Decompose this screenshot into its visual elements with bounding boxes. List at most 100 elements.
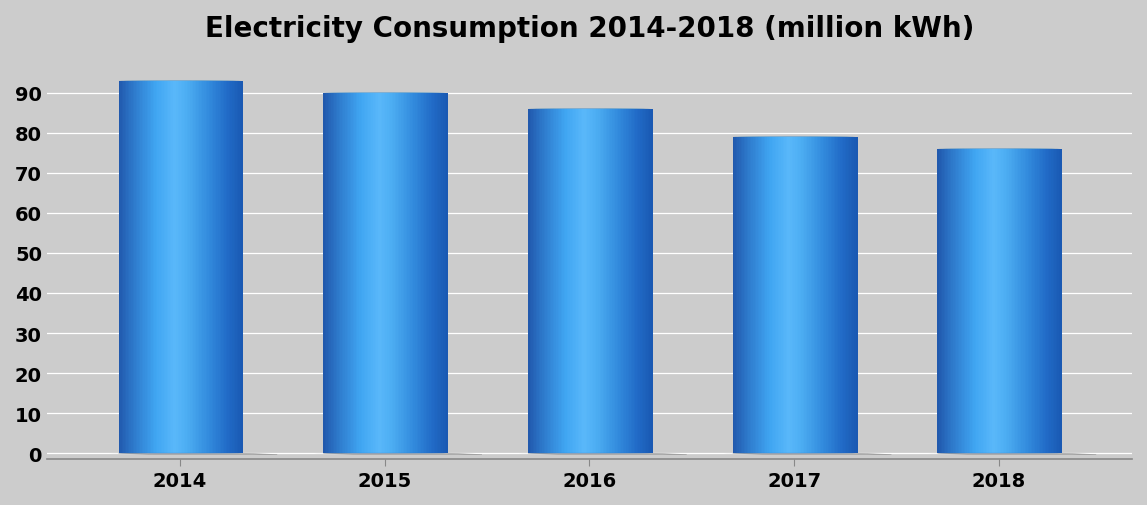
Bar (188, 81, 190, 453)
Bar (236, 81, 239, 453)
Bar (333, 93, 335, 453)
Bar (747, 137, 749, 453)
Bar (615, 110, 617, 453)
Bar (743, 137, 746, 453)
Bar (759, 137, 762, 453)
Bar (156, 81, 158, 453)
Bar (438, 93, 440, 453)
Bar (1044, 149, 1045, 453)
Bar (135, 81, 138, 453)
Bar (602, 110, 604, 453)
Bar (591, 110, 592, 453)
Bar (617, 110, 618, 453)
Bar (607, 110, 609, 453)
Bar (1002, 149, 1005, 453)
Bar (801, 137, 803, 453)
Bar (950, 149, 952, 453)
Bar (855, 137, 856, 453)
Bar (989, 149, 991, 453)
Bar (974, 149, 975, 453)
Bar (214, 81, 217, 453)
Bar (197, 81, 200, 453)
Bar (376, 93, 379, 453)
Bar (165, 81, 167, 453)
Bar (626, 110, 627, 453)
Bar (570, 110, 572, 453)
Bar (996, 149, 997, 453)
Bar (349, 93, 350, 453)
Bar (958, 149, 960, 453)
Bar (173, 81, 174, 453)
Bar (390, 93, 392, 453)
Bar (614, 110, 616, 453)
Bar (399, 93, 401, 453)
Bar (742, 137, 744, 453)
Bar (147, 81, 148, 453)
Bar (423, 93, 424, 453)
Bar (133, 81, 134, 453)
Bar (356, 93, 358, 453)
Bar (434, 93, 436, 453)
Bar (370, 93, 372, 453)
Bar (763, 137, 764, 453)
Bar (609, 110, 611, 453)
Bar (1045, 149, 1047, 453)
Bar (200, 81, 202, 453)
Bar (210, 81, 212, 453)
Bar (426, 93, 428, 453)
Bar (159, 81, 161, 453)
Bar (235, 81, 237, 453)
Bar (604, 110, 606, 453)
Bar (997, 149, 999, 453)
Bar (195, 81, 196, 453)
Bar (358, 93, 359, 453)
Bar (1007, 149, 1009, 453)
Bar (848, 137, 850, 453)
Bar (837, 137, 838, 453)
Bar (221, 81, 224, 453)
Bar (372, 93, 374, 453)
Bar (130, 81, 132, 453)
Bar (985, 149, 988, 453)
Bar (1051, 149, 1053, 453)
Bar (430, 93, 432, 453)
Bar (629, 110, 631, 453)
Bar (225, 81, 226, 453)
Bar (1046, 149, 1048, 453)
Bar (549, 110, 552, 453)
Bar (798, 137, 799, 453)
Bar (203, 81, 204, 453)
Bar (342, 93, 344, 453)
Bar (229, 81, 231, 453)
Bar (360, 93, 362, 453)
Bar (1060, 149, 1062, 453)
Bar (606, 110, 608, 453)
Bar (543, 110, 544, 453)
Bar (816, 137, 817, 453)
Bar (193, 81, 195, 453)
Bar (1022, 149, 1023, 453)
Bar (192, 81, 194, 453)
Bar (353, 93, 354, 453)
Bar (148, 81, 150, 453)
Bar (580, 110, 583, 453)
Bar (337, 93, 340, 453)
Bar (967, 149, 969, 453)
Bar (232, 81, 234, 453)
Bar (1053, 149, 1054, 453)
Bar (851, 137, 853, 453)
Bar (807, 137, 810, 453)
Bar (1031, 149, 1032, 453)
Bar (975, 149, 977, 453)
Bar (406, 93, 407, 453)
Bar (587, 110, 590, 453)
Bar (787, 137, 789, 453)
Bar (205, 81, 208, 453)
Bar (639, 110, 640, 453)
Bar (218, 81, 220, 453)
Bar (162, 81, 164, 453)
Bar (806, 137, 807, 453)
Bar (622, 110, 623, 453)
Bar (765, 137, 767, 453)
Bar (375, 93, 376, 453)
